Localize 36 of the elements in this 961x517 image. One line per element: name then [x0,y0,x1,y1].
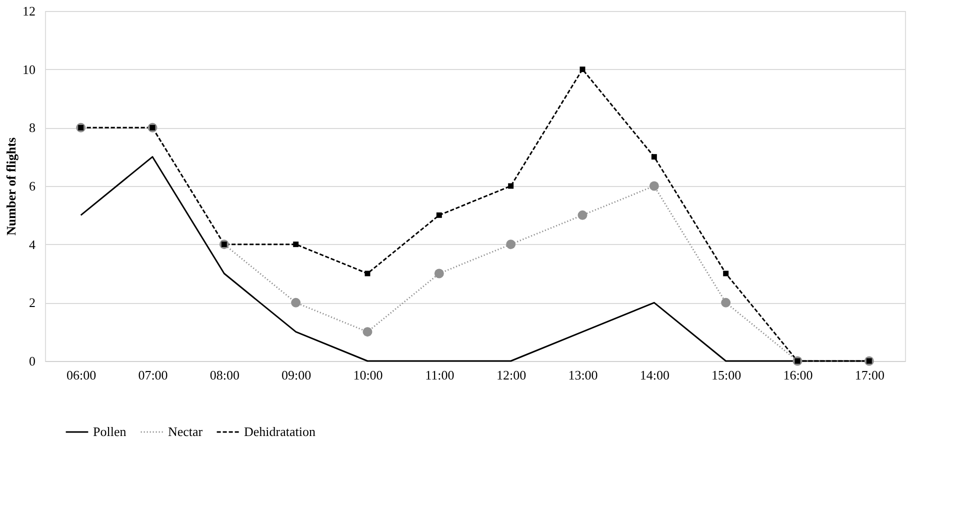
x-tick-label: 09:00 [282,368,312,382]
point [293,242,299,248]
y-tick-label: 4 [29,236,36,252]
y-tick-label: 10 [22,62,36,77]
legend-label: Nectar [168,424,204,439]
x-tick-label: 08:00 [210,368,240,382]
x-tick-label: 06:00 [66,368,96,382]
x-tick-label: 10:00 [353,368,383,382]
point [580,66,586,72]
y-tick-label: 2 [29,295,36,310]
point [651,154,657,160]
legend-label: Pollen [93,424,127,439]
x-tick-label: 14:00 [640,368,670,382]
x-tick-label: 12:00 [496,368,526,382]
y-tick-label: 12 [22,4,36,18]
y-tick-label: 0 [29,354,36,368]
x-tick-label: 11:00 [425,368,454,382]
x-tick-label: 13:00 [568,368,598,382]
point [291,298,301,308]
point [506,240,516,250]
x-tick-label: 15:00 [712,368,742,382]
legend-label: Dehidratation [244,424,316,439]
point [578,210,588,220]
y-tick-label: 6 [29,178,36,194]
x-tick-label: 17:00 [854,368,884,382]
point [723,270,729,276]
point [721,298,731,308]
point [362,327,372,337]
point [649,181,659,191]
point [436,212,442,218]
y-tick-label: 8 [29,120,36,136]
y-axis-title: Number of flights [4,138,18,236]
point [434,268,444,278]
x-tick-label: 16:00 [783,368,813,382]
point [508,183,514,189]
x-tick-label: 07:00 [138,368,168,382]
